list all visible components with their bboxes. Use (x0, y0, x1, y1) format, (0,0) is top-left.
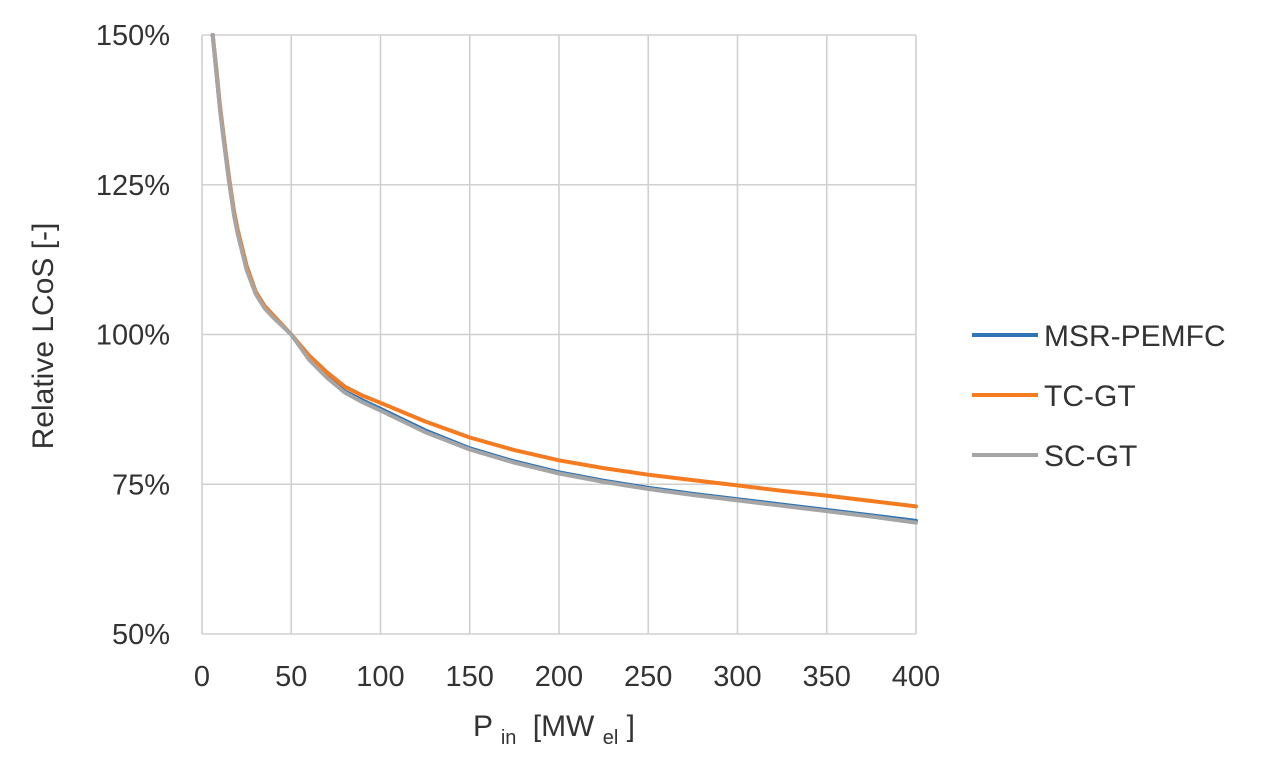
y-tick-label: 125% (96, 170, 170, 202)
x-tick-label: 200 (535, 661, 583, 693)
x-tick-label: 300 (713, 661, 761, 693)
x-axis-title-main-subscript: in (501, 727, 517, 749)
x-tick-label: 150 (446, 661, 494, 693)
y-tick-label: 75% (112, 469, 170, 501)
x-axis-title-unit-open: [MW (533, 710, 595, 743)
x-tick-label: 100 (356, 661, 404, 693)
x-tick-label: 250 (624, 661, 672, 693)
x-tick-label: 0 (194, 661, 210, 693)
x-tick-label: 400 (892, 661, 940, 693)
series-line-tc-gt (210, 33, 918, 509)
series-line-msr-pemfc (210, 33, 918, 523)
y-axis-ticks: 50% 75% 100% 125% 150% (96, 20, 170, 651)
y-axis-title: Relative LCoS [-] (27, 223, 60, 450)
x-axis-title-main: P (473, 710, 492, 743)
legend-label: MSR-PEMFC (1044, 320, 1226, 353)
legend-label: TC-GT (1044, 380, 1136, 413)
x-tick-label: 350 (803, 661, 851, 693)
x-axis-title: P in [MW el ] (473, 710, 635, 751)
x-axis-title-unit-subscript: el (603, 727, 619, 749)
legend-label: SC-GT (1044, 440, 1137, 473)
y-tick-label: 150% (96, 20, 170, 52)
y-tick-label: 50% (112, 619, 170, 651)
series-lines (210, 33, 918, 525)
gridlines (201, 34, 917, 635)
series-line-sc-gt (210, 33, 918, 525)
y-tick-label: 100% (96, 320, 170, 352)
x-tick-label: 50 (275, 661, 307, 693)
x-axis-ticks: 0 50 100 150 200 250 300 350 400 (194, 661, 940, 693)
legend: MSR-PEMFC TC-GT SC-GT (972, 320, 1226, 473)
x-axis-title-unit-close: ] (627, 710, 635, 743)
